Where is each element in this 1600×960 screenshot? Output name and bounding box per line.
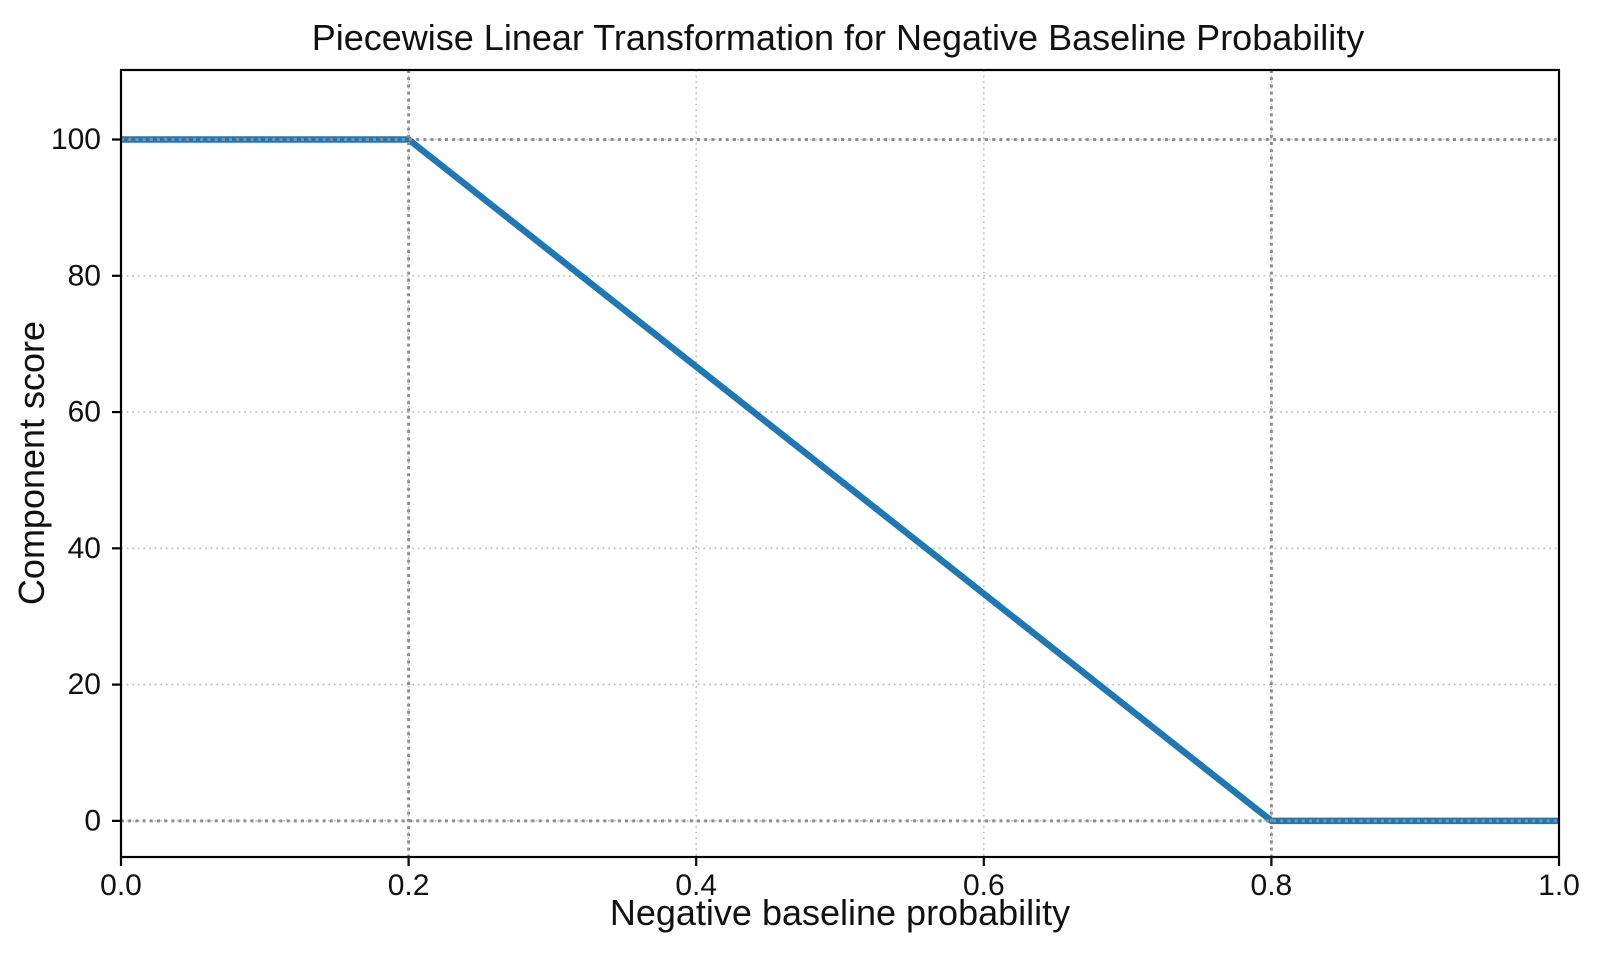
chart-title: Piecewise Linear Transformation for Nega… — [311, 17, 1365, 58]
x-tick-label: 1.0 — [1538, 869, 1580, 902]
y-tick-label: 60 — [68, 396, 101, 429]
y-tick-label: 100 — [51, 123, 101, 156]
x-tick-label: 0.4 — [675, 869, 717, 902]
y-tick-label: 80 — [68, 259, 101, 292]
y-tick-label: 40 — [68, 532, 101, 565]
x-tick-label: 0.2 — [388, 869, 430, 902]
y-tick-label: 0 — [84, 804, 101, 837]
y-tick-label: 20 — [68, 668, 101, 701]
x-tick-label: 0.0 — [100, 869, 142, 902]
series-line — [121, 136, 1559, 825]
plot-border — [119, 68, 1561, 859]
x-axis-label: Negative baseline probability — [609, 892, 1071, 933]
x-tick-label: 0.6 — [963, 869, 1005, 902]
x-tick-label: 0.8 — [1251, 869, 1293, 902]
